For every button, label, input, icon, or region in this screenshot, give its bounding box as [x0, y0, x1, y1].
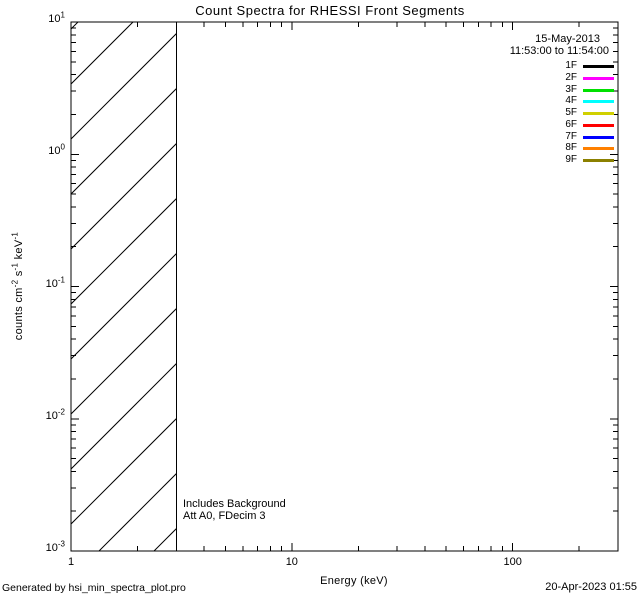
legend-color-line-6F	[583, 123, 614, 127]
annotation-block: Includes Background Att A0, FDecim 3	[183, 498, 286, 522]
legend-color-line-3F	[583, 88, 614, 92]
x-axis-title: Energy (keV)	[320, 575, 388, 587]
legend-time-range: 11:53:00 to 11:54:00	[509, 45, 609, 57]
legend-color-line-5F	[583, 112, 614, 115]
y-tick-label: 10-2	[45, 407, 65, 422]
chart-title: Count Spectra for RHESSI Front Segments	[195, 3, 465, 18]
y-tick-label: 10-3	[45, 539, 65, 554]
annotation-includes-background: Includes Background	[183, 498, 286, 510]
legend-color-line-8F	[583, 147, 614, 151]
y-tick-label: 100	[48, 142, 65, 158]
footer-generated-by: Generated by hsi_min_spectra_plot.pro	[2, 582, 186, 594]
y-axis-title: counts cm-2 s-1 keV-1	[10, 231, 25, 341]
legend-label-2F: 2F	[565, 71, 577, 83]
legend-label-8F: 8F	[565, 142, 577, 154]
legend-color-line-1F	[583, 65, 614, 68]
legend-color-line-2F	[583, 76, 614, 80]
legend-label-4F: 4F	[565, 95, 577, 107]
legend-date: 15-May-2013	[535, 33, 600, 45]
annotation-attenuator-state: Att A0, FDecim 3	[183, 509, 266, 522]
y-tick-label: 101	[48, 10, 65, 25]
x-tick-label: 10	[285, 556, 298, 568]
footer-timestamp: 20-Apr-2023 01:55	[545, 581, 637, 593]
legend-label-3F: 3F	[565, 83, 577, 95]
legend-color-line-4F	[583, 100, 614, 104]
legend-color-line-7F	[583, 135, 614, 139]
x-tick-label: 1	[67, 556, 75, 568]
y-tick-label: 10-1	[45, 274, 65, 290]
legend-color-line-9F	[583, 159, 614, 162]
legend-label-5F: 5F	[565, 107, 577, 118]
legend-label-9F: 9F	[565, 154, 577, 165]
legend-label-1F: 1F	[565, 60, 577, 71]
x-tick-label: 100	[503, 556, 522, 568]
legend-label-6F: 6F	[565, 118, 577, 130]
legend-label-7F: 7F	[565, 130, 577, 142]
